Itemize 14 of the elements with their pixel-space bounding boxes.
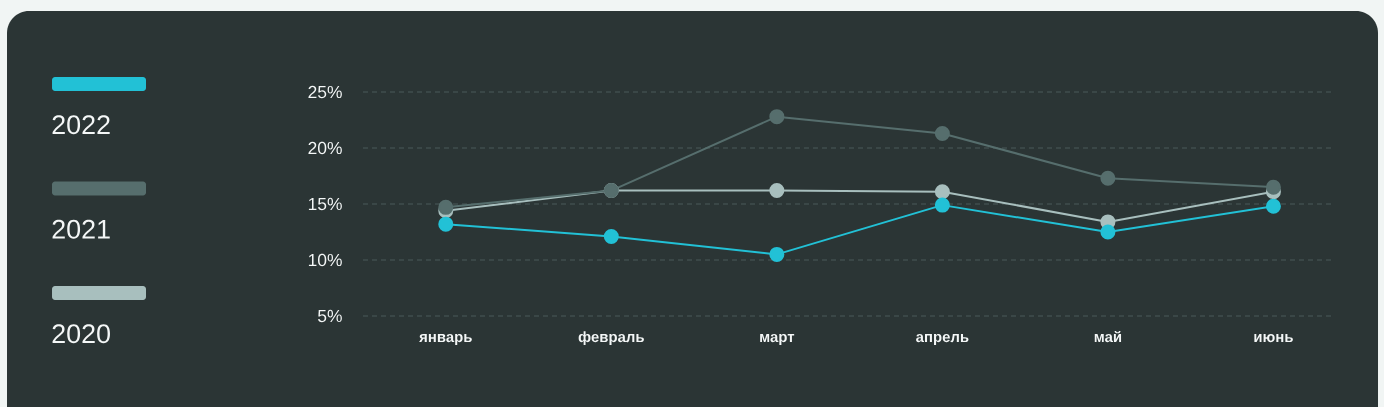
x-tick-label: март <box>760 333 795 346</box>
y-tick-label: 20% <box>308 141 342 155</box>
y-tick-label: 25% <box>308 85 342 99</box>
legend-label: 2022 <box>52 115 110 135</box>
legend-label: 2021 <box>52 219 110 239</box>
x-tick-label: февраль <box>578 331 644 346</box>
y-tick-label: 10% <box>308 253 342 267</box>
x-tick-label: январь <box>419 333 472 346</box>
y-tick-label: 15% <box>308 197 342 211</box>
x-tick-label: май <box>1094 330 1122 343</box>
legend-label: 2020 <box>52 324 110 344</box>
y-tick-label: 5% <box>318 309 342 323</box>
x-tick-label: апрель <box>916 333 969 346</box>
x-tick-label: июнь <box>1254 333 1293 343</box>
